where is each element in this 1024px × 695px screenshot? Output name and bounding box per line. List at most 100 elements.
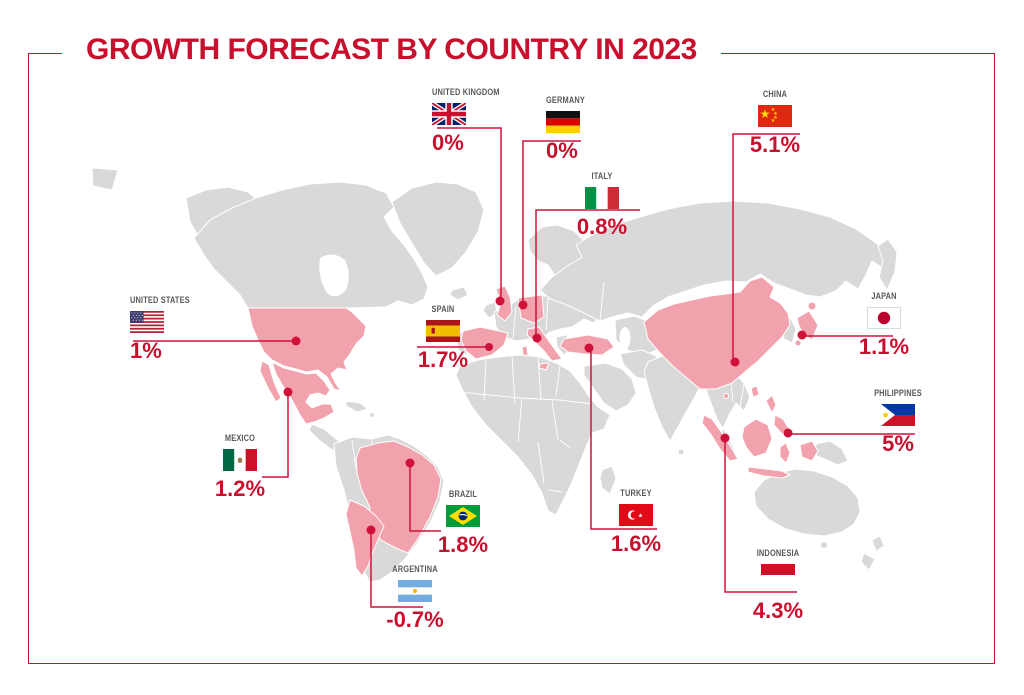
connector-turkey (584, 343, 657, 530)
country-name: GERMANY (546, 95, 585, 106)
map-japan-kyushu (794, 339, 802, 347)
map-italy-sicily (538, 362, 550, 371)
connector-united-states (133, 336, 301, 346)
map-argentina (345, 499, 385, 577)
country-value: 4.3% (752, 598, 804, 623)
map-italy-sardinia (521, 345, 529, 357)
map-land-canada (193, 181, 429, 309)
country-value: 0% (546, 138, 578, 163)
connector-germany (518, 140, 581, 310)
map-land-russia (539, 200, 897, 322)
connector-mexico (262, 387, 293, 478)
philippines-flag-icon (881, 404, 915, 426)
map-united-states (247, 307, 367, 392)
mexico-flag-icon (223, 449, 257, 471)
map-sea-black-sea (578, 325, 604, 337)
map-indonesia-sulawesi (779, 442, 791, 464)
map-japan-hokkaido (807, 301, 817, 311)
country-name: BRAZIL (448, 489, 478, 500)
map-indonesia-sumatra (701, 414, 739, 462)
country-label-spain: SPAIN 1.7% (408, 304, 478, 371)
brazil-flag-icon (446, 505, 480, 527)
connector-brazil (405, 458, 441, 532)
svg-text:★: ★ (771, 118, 776, 124)
map-land-sri-lanka (677, 448, 685, 456)
country-label-china: CHINA ★ ★ ★ ★ ★ 5.1% (740, 89, 810, 156)
country-value: 0.8% (576, 214, 628, 239)
svg-text:★: ★ (638, 512, 643, 519)
map-land (91, 167, 898, 583)
map-mexico (271, 361, 335, 425)
country-label-argentina: ARGENTINA -0.7% (370, 564, 460, 631)
country-value: 1% (130, 338, 162, 363)
map-land-new-zealand-north (871, 535, 885, 552)
map-land-hispaniola (369, 412, 375, 418)
map-land-chukotka (91, 167, 119, 191)
country-label-philippines: PHILIPPINES 5% (858, 388, 938, 455)
svg-text:★: ★ (760, 107, 771, 121)
map-indonesia-west-papua (799, 440, 819, 462)
united-states-flag-icon (130, 311, 164, 333)
country-value: 1.6% (610, 531, 662, 556)
map-philippines-north (765, 394, 777, 414)
map-japan-honshu (796, 310, 819, 341)
connector-philippines (783, 428, 915, 438)
map-highlighted-countries (247, 276, 819, 577)
country-name: UNITED STATES (130, 295, 190, 306)
country-name: TURKEY (620, 488, 652, 499)
map-land-africa (455, 354, 611, 516)
country-label-italy: ITALY 0.8% (567, 171, 637, 238)
map-land-australia (753, 468, 861, 537)
country-label-united-states: UNITED STATES 1% (130, 295, 207, 362)
connector-japan (797, 330, 893, 340)
country-label-united-kingdom: UNITED KINGDOM 0% (432, 87, 519, 154)
map-sea-hudson-bay (319, 254, 349, 297)
svg-text:★: ★ (773, 115, 778, 121)
country-name: SPAIN (431, 304, 455, 315)
country-label-turkey: TURKEY ★ 1.6% (596, 488, 676, 555)
map-indonesia-java (747, 466, 791, 479)
connector-china (730, 133, 800, 367)
country-name: INDONESIA (756, 548, 800, 559)
page-title: GROWTH FORECAST BY COUNTRY IN 2023 (62, 33, 721, 66)
country-name: PHILIPPINES (874, 388, 922, 399)
connector-argentina (366, 525, 423, 608)
spain-flag-icon (426, 320, 460, 342)
connector-spain (417, 343, 493, 351)
map-land-ireland (482, 301, 498, 319)
country-name: MEXICO (224, 433, 256, 444)
country-label-japan: JAPAN 1.1% (849, 291, 919, 358)
map-sea-caspian-sea (619, 327, 631, 349)
map-land-new-zealand-south (860, 552, 876, 571)
country-value: 5.1% (749, 132, 801, 157)
connector-lines (133, 127, 915, 608)
country-value: 5% (882, 431, 914, 456)
country-label-germany: GERMANY 0% (546, 95, 596, 162)
map-land-greenland (391, 181, 485, 277)
country-value: -0.7% (386, 607, 444, 632)
japan-flag-icon (867, 307, 901, 329)
map-land-iceland (449, 286, 469, 301)
country-value: 1.7% (417, 347, 469, 372)
connector-italy (532, 209, 640, 343)
country-value: 1.8% (437, 532, 489, 557)
germany-flag-icon (546, 111, 580, 133)
map-china (643, 276, 791, 390)
country-name: CHINA (762, 89, 788, 100)
map-land-cuba (345, 400, 369, 413)
map-spain (460, 326, 509, 360)
country-label-indonesia: INDONESIA 4.3% (738, 548, 818, 622)
svg-text:★: ★ (771, 107, 776, 113)
country-name: ARGENTINA (392, 564, 438, 575)
turkey-flag-icon: ★ (619, 504, 653, 526)
svg-text:★: ★ (773, 111, 778, 117)
map-land-papua-new-guinea (814, 440, 849, 466)
country-value: 0% (432, 130, 464, 155)
map-land-madagascar (599, 465, 617, 495)
country-label-mexico: MEXICO 1.2% (200, 433, 280, 500)
united-kingdom-flag-icon (432, 103, 466, 125)
argentina-flag-icon (398, 580, 432, 602)
map-taiwan (750, 385, 760, 398)
